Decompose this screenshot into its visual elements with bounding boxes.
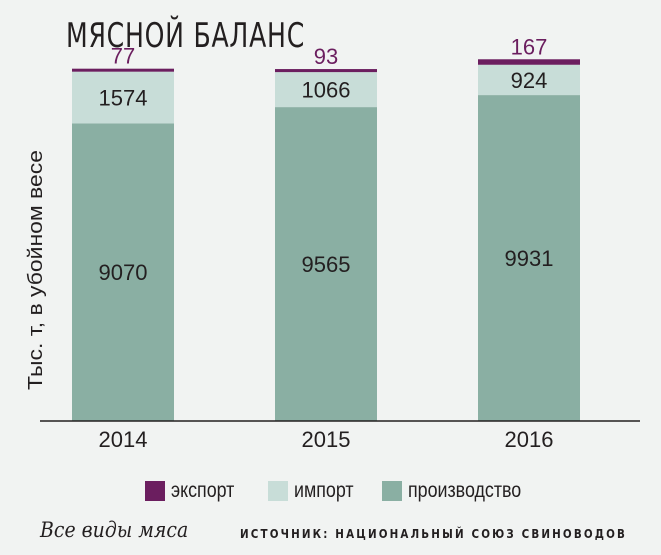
y-axis-label: Тыс. т, в убойном весе — [25, 150, 47, 390]
bar-export-2016 — [478, 59, 580, 65]
x-tick-labels: 2014 2015 2016 — [99, 427, 554, 452]
source-note: ИСТОЧНИК: НАЦИОНАЛЬНЫЙ СОЮЗ СВИНОВОДОВ — [240, 527, 628, 541]
legend-swatch-import — [268, 481, 288, 501]
chart-title: МЯСНОЙ БАЛАНС — [66, 16, 306, 56]
legend-item-import: импорт — [268, 476, 364, 506]
bar-export-2014 — [72, 68, 174, 72]
x-tick-label-2015: 2015 — [302, 427, 351, 452]
legend-swatch-production — [382, 481, 402, 501]
data-label-production-2016: 9931 — [505, 246, 554, 271]
legend-swatch-export — [145, 481, 165, 501]
caption: Все виды мяса — [40, 518, 189, 542]
legend-item-export: экспорт — [145, 476, 246, 506]
stacked-bar-chart: 9070 1574 77 9565 1066 93 9931 924 167 Тыс. т, в… — [25, 34, 640, 452]
bar-import-2015 — [275, 72, 377, 108]
bar-export-2015 — [275, 69, 377, 73]
legend-label-export: экспорт — [171, 479, 235, 502]
legend-item-production: производство — [382, 476, 541, 506]
bar-production-2015 — [275, 107, 377, 422]
data-label-import-2016: 924 — [511, 68, 548, 93]
bar-import-2014 — [72, 71, 174, 124]
bars-layer: 9070 1574 77 9565 1066 93 9931 924 167 — [72, 34, 580, 422]
legend-label-production: производство — [408, 479, 522, 502]
bar-import-2016 — [478, 64, 580, 96]
data-label-import-2015: 1066 — [302, 78, 351, 103]
data-label-production-2015: 9565 — [302, 252, 351, 277]
legend: экспорт импорт производство — [0, 476, 661, 506]
data-label-export-2014: 77 — [111, 44, 135, 69]
data-label-export-2015: 93 — [314, 44, 338, 69]
x-tick-label-2016: 2016 — [505, 427, 554, 452]
bar-production-2016 — [478, 95, 580, 421]
data-label-production-2014: 9070 — [99, 260, 148, 285]
x-tick-label-2014: 2014 — [99, 427, 148, 452]
bar-production-2014 — [72, 123, 174, 422]
data-label-export-2016: 167 — [511, 34, 548, 59]
legend-label-import: импорт — [294, 479, 354, 502]
data-label-import-2014: 1574 — [99, 86, 148, 111]
